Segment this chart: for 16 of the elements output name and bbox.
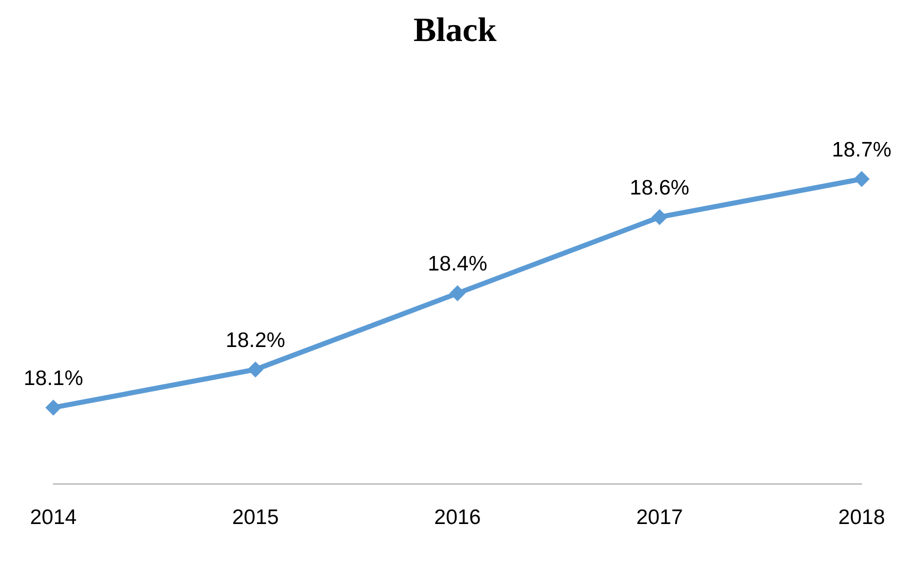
data-label: 18.6% (630, 176, 690, 200)
point (247, 362, 264, 378)
x-tick-label: 2015 (232, 506, 279, 530)
point (652, 209, 668, 226)
x-tick-label: 2016 (434, 506, 481, 530)
data-label: 18.7% (832, 138, 892, 162)
point (854, 171, 870, 187)
x-tick-label: 2017 (636, 506, 683, 530)
x-tick-label: 2018 (838, 506, 885, 530)
x-tick-label: 2014 (30, 506, 78, 530)
data-label: 18.2% (226, 328, 286, 352)
chart-title: Black (413, 12, 497, 50)
data-label: 18.1% (24, 366, 84, 390)
point (45, 400, 62, 416)
data-label: 18.4% (428, 252, 488, 276)
point (450, 285, 466, 302)
